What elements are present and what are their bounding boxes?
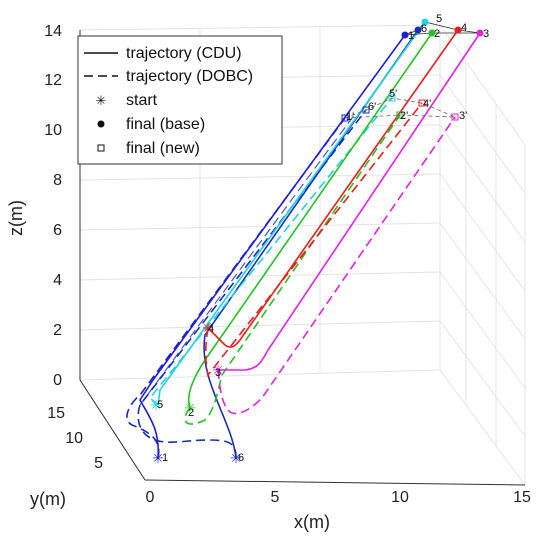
final-new-marker-4 xyxy=(418,99,426,107)
final-base-label-1: 1 xyxy=(408,30,414,42)
z-axis-ticks: 0 2 4 6 8 10 12 14 xyxy=(44,23,62,389)
z-tick-label: 12 xyxy=(44,72,62,89)
legend-square-marker xyxy=(97,144,105,152)
trajectory-cdu-agent-5 xyxy=(157,21,426,406)
z-axis-label: z(m) xyxy=(6,200,26,236)
trajectory-cdu-agent-2 xyxy=(187,32,433,409)
final-new-formation-line xyxy=(344,97,456,119)
trajectory-cdu-agent-4 xyxy=(207,29,459,348)
start-label-4: 4 xyxy=(208,323,214,335)
trajectory-dobc-agent-4 xyxy=(204,102,423,377)
legend-label-dobc: trajectory (DOBC) xyxy=(126,68,253,85)
z-tick-label: 4 xyxy=(53,272,62,289)
y-tick-label: 15 xyxy=(47,405,65,422)
agent-labels: 1 6 5 2 4 3 1 6 5 2 4 3 1' 6' 5' 2' 4' 3… xyxy=(157,13,489,464)
start-label-2: 2 xyxy=(188,407,194,419)
legend: ✳ trajectory (CDU) trajectory (DOBC) sta… xyxy=(77,35,283,165)
x-tick-label: 10 xyxy=(391,489,409,506)
trajectory-cdu-agent-1 xyxy=(139,34,406,459)
x-tick-label: 15 xyxy=(513,489,531,506)
final-base-label-3: 3 xyxy=(483,28,489,40)
z-tick-label: 2 xyxy=(53,322,62,339)
final-new-marker-2 xyxy=(396,111,404,119)
legend-label-final-new: final (new) xyxy=(126,140,200,157)
trajectory-dobc-agent-6 xyxy=(137,109,367,459)
legend-asterisk-marker: ✳ xyxy=(96,93,107,108)
z-tick-label: 6 xyxy=(53,222,62,239)
trajectory-dobc-agent-5 xyxy=(148,97,393,406)
final-new-label-3: 3' xyxy=(459,110,467,122)
final-base-label-2: 2 xyxy=(434,28,440,40)
z-tick-label: 10 xyxy=(44,122,62,139)
z-tick-label: 0 xyxy=(53,372,62,389)
final-base-marker-5 xyxy=(421,18,429,26)
legend-label-start: start xyxy=(126,92,158,109)
trajectory-cdu-agent-6 xyxy=(203,29,419,459)
final-new-marker-3 xyxy=(451,113,459,121)
final-base-marker-3 xyxy=(476,29,484,37)
final-new-label-4: 4' xyxy=(423,98,431,110)
final-new-marker-6 xyxy=(362,106,370,114)
start-label-1: 1 xyxy=(162,452,168,464)
final-base-marker-1 xyxy=(401,31,409,39)
markers: ✳ ✳ ✳ ✳ ✳ ✳ xyxy=(150,18,484,466)
start-label-6: 6 xyxy=(238,452,244,464)
final-base-label-6: 6 xyxy=(421,23,427,35)
legend-label-cdu: trajectory (CDU) xyxy=(126,45,242,62)
y-tick-label: 5 xyxy=(94,455,103,472)
z-tick-label: 14 xyxy=(44,23,62,40)
final-base-label-5: 5 xyxy=(436,13,442,25)
z-tick-label: 8 xyxy=(53,172,62,189)
trajectory-dobc-agent-1 xyxy=(126,117,346,459)
x-tick-label: 0 xyxy=(146,489,155,506)
legend-dot-marker xyxy=(97,120,105,128)
legend-label-final-base: final (base) xyxy=(126,116,205,133)
start-label-3: 3 xyxy=(215,367,221,379)
start-marker-2: ✳ xyxy=(184,400,196,416)
final-base-marker-6 xyxy=(414,26,422,34)
final-new-label-2: 2' xyxy=(400,110,408,122)
final-new-label-1: 1' xyxy=(346,111,354,123)
final-new-label-6: 6' xyxy=(368,101,376,113)
final-new-label-5: 5' xyxy=(389,88,397,100)
start-label-5: 5 xyxy=(157,399,163,411)
start-marker-1: ✳ xyxy=(152,450,164,466)
final-base-marker-2 xyxy=(428,29,436,37)
y-tick-label: 10 xyxy=(65,430,83,447)
x-tick-label: 5 xyxy=(271,489,280,506)
final-new-marker-5 xyxy=(388,94,396,102)
start-marker-5: ✳ xyxy=(150,397,162,413)
trajectory-cdu-agent-3 xyxy=(218,32,481,371)
final-new-marker-1 xyxy=(341,114,349,122)
trajectory-dobc-agent-3 xyxy=(217,116,456,415)
final-base-marker-4 xyxy=(454,26,462,34)
start-marker-4: ✳ xyxy=(202,320,214,336)
x-axis-ticks: 0 5 10 15 xyxy=(146,489,531,506)
start-marker-3: ✳ xyxy=(212,362,224,378)
y-axis-ticks: 15 10 5 xyxy=(47,405,103,472)
final-base-label-4: 4 xyxy=(461,22,467,34)
y-axis-label: y(m) xyxy=(30,489,66,509)
trajectory-dobc-agent-6b xyxy=(139,113,356,406)
legend-box xyxy=(77,35,283,165)
start-marker-6: ✳ xyxy=(230,450,242,466)
x-axis-label: x(m) xyxy=(294,512,330,532)
